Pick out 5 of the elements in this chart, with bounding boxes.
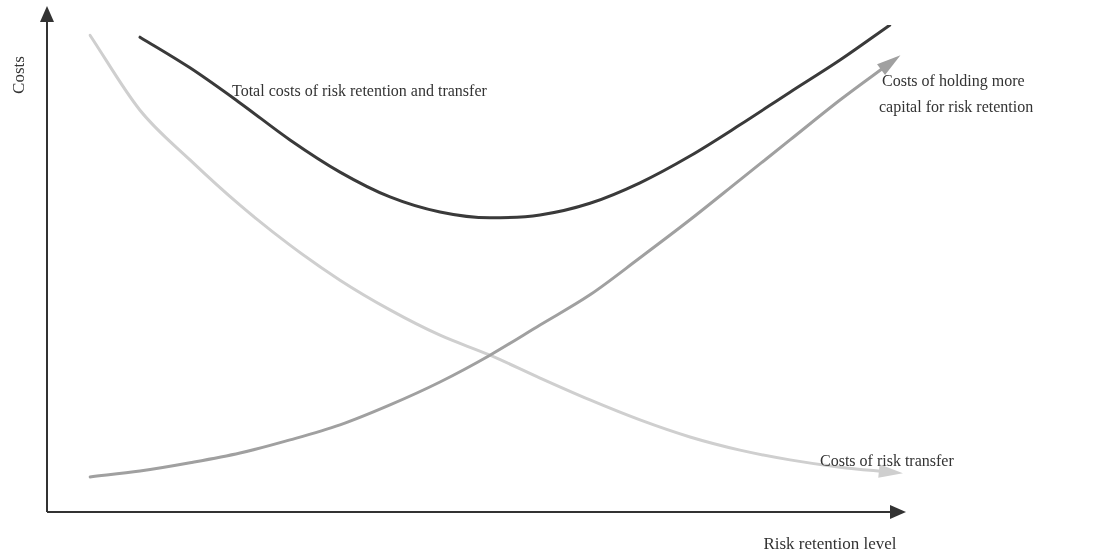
x-axis-title: Risk retention level (763, 534, 897, 554)
series-label: Costs of holding more capital for risk retention (879, 72, 1034, 117)
series-label: Costs of risk transfer (820, 452, 955, 470)
y-axis-title: Costs (9, 56, 29, 94)
series-label: Total costs of risk retention and transfer (232, 82, 488, 100)
